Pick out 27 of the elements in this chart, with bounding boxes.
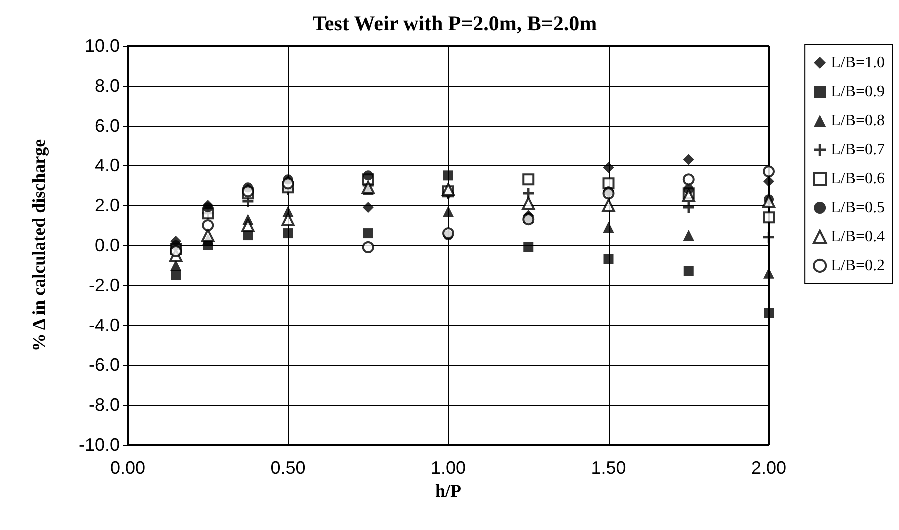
x-tick-label: 0.50 bbox=[270, 458, 306, 478]
y-tick-label: -4.0 bbox=[88, 315, 120, 336]
x-tick-label: 1.00 bbox=[430, 458, 466, 478]
y-tick-label: 6.0 bbox=[94, 116, 120, 136]
legend-label: L/B=0.5 bbox=[831, 200, 886, 216]
y-tick-label: -6.0 bbox=[88, 355, 120, 376]
chart-title: Test Weir with P=2.0m, B=2.0m bbox=[312, 12, 598, 36]
y-tick-label: -8.0 bbox=[88, 395, 120, 416]
legend-label: L/B=0.8 bbox=[831, 112, 886, 130]
legend-label: L/B=0.2 bbox=[831, 258, 886, 274]
x-tick-label: 2.00 bbox=[751, 458, 787, 478]
y-tick-label: -10.0 bbox=[78, 435, 120, 455]
legend-label: L/B=1.0 bbox=[831, 54, 886, 72]
x-axis-title: h/P bbox=[435, 480, 462, 501]
x-tick-label: 1.50 bbox=[591, 458, 626, 478]
legend-label: L/B=0.4 bbox=[831, 228, 886, 246]
legend-label: L/B=0.9 bbox=[831, 84, 886, 100]
y-tick-label: 10.0 bbox=[84, 36, 120, 56]
y-tick-label: 8.0 bbox=[94, 76, 120, 96]
y-tick-label: 2.0 bbox=[94, 196, 120, 216]
x-tick-label: 0.00 bbox=[110, 458, 146, 478]
y-tick-label: 4.0 bbox=[94, 156, 120, 176]
y-axis-title: % Δ in calculated discharge bbox=[29, 139, 49, 352]
y-tick-label: -2.0 bbox=[88, 275, 120, 296]
legend-label: L/B=0.6 bbox=[831, 170, 886, 188]
y-tick-label: 0.0 bbox=[94, 236, 120, 256]
legend-label: L/B=0.7 bbox=[831, 142, 886, 158]
